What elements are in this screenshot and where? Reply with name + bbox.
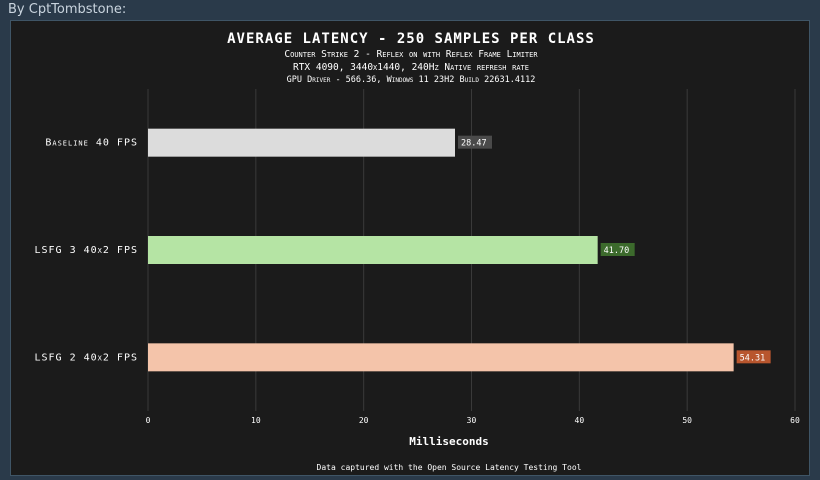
chart-footnote: Data captured with the Open Source Laten… [317,463,582,472]
chart-frame: AVERAGE LATENCY - 250 SAMPLES PER CLASS … [10,20,810,476]
value-label-box [600,243,635,256]
value-label: 54.31 [740,353,766,363]
latency-bar-chart: AVERAGE LATENCY - 250 SAMPLES PER CLASS … [34,31,800,472]
value-label-box [736,350,771,364]
chart-subtitle-2: RTX 4090, 3440x1440, 240Hz Native refres… [293,62,529,73]
x-tick-label: 20 [359,416,369,425]
value-labels: 28.47 41.70 54.31 [458,135,771,364]
chart-title: AVERAGE LATENCY - 250 SAMPLES PER CLASS [227,31,595,47]
y-tick-label: LSFG 2 40x2 FPS [34,352,138,363]
value-label-box [458,135,493,149]
y-tick-label: Baseline 40 FPS [45,138,138,149]
bar [148,343,734,372]
value-label: 41.70 [604,246,630,256]
x-tick-label: 30 [467,416,477,425]
x-tick-label: 0 [146,416,151,425]
x-axis-label: Milliseconds [409,435,488,448]
x-tick-label: 50 [682,416,692,425]
chart-subtitle-3: GPU Driver - 566.36, Windows 11 23H2 Bui… [287,75,536,85]
y-axis-labels: Baseline 40 FPS LSFG 3 40x2 FPS LSFG 2 40x… [34,138,138,364]
x-axis-ticks: 0 10 20 30 40 50 60 [146,416,800,425]
chart-subtitle-1: Counter Strike 2 - Reflex on with Reflex… [284,49,538,60]
bar [148,128,456,157]
x-tick-label: 60 [790,416,800,425]
bars [148,128,734,372]
author-byline: By CptTombstone: [8,2,127,17]
y-tick-label: LSFG 3 40x2 FPS [34,245,138,256]
bar [148,236,598,264]
x-tick-label: 10 [251,416,261,425]
x-tick-label: 40 [575,416,585,425]
value-label: 28.47 [461,139,487,149]
